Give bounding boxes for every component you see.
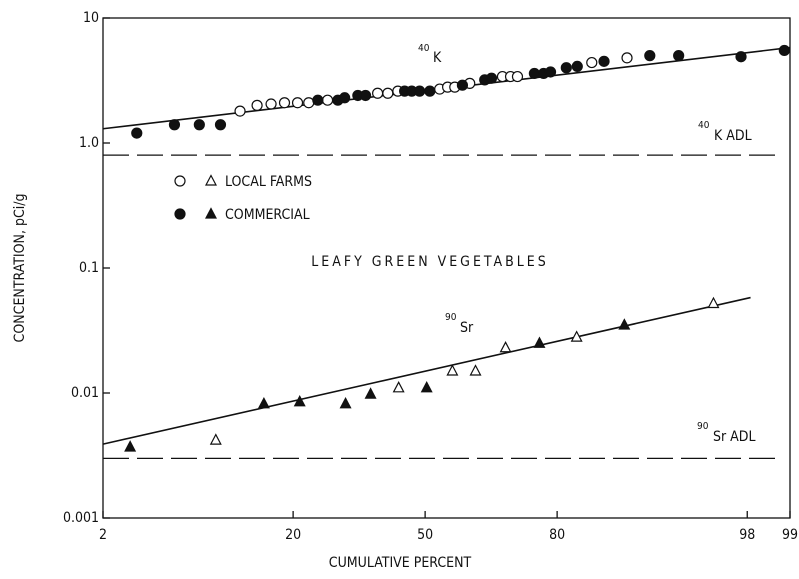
annotation: Sr	[460, 320, 474, 336]
k-point	[251, 99, 263, 111]
fit-line	[102, 296, 751, 445]
k-point	[560, 62, 572, 74]
sr-point	[499, 340, 512, 353]
k-point	[544, 66, 557, 78]
k-point	[193, 119, 205, 131]
x-tick-label: 98	[739, 527, 755, 543]
annotation: K	[433, 50, 442, 66]
legend-circle	[174, 175, 186, 187]
k-point	[586, 56, 598, 69]
legend-triangle	[205, 207, 217, 219]
k-point	[168, 119, 181, 131]
sr-point	[209, 433, 222, 445]
x-tick-label: 50	[417, 527, 433, 543]
annotation: 90	[445, 312, 457, 323]
k-point	[321, 94, 334, 106]
y-axis-label: CONCENTRATION, pCi/g	[12, 194, 28, 343]
sr-point	[293, 395, 306, 407]
annotation: Sr ADL	[713, 429, 756, 445]
k-point	[278, 97, 291, 109]
k-point	[621, 52, 633, 64]
k-point	[359, 89, 372, 102]
k-point	[339, 92, 351, 104]
k-point	[372, 87, 384, 99]
y-tick-label: 10	[83, 10, 99, 26]
k-point	[673, 50, 685, 62]
k-point	[511, 70, 524, 83]
legend-label: LOCAL FARMS	[225, 174, 312, 190]
sr-point	[707, 296, 720, 309]
k-point	[234, 105, 246, 117]
sr-point	[124, 440, 137, 452]
x-tick-label: 20	[285, 527, 301, 543]
k-point	[644, 50, 656, 62]
y-tick-label: 0.001	[63, 510, 99, 526]
sr-point	[618, 318, 631, 330]
sr-point	[257, 396, 270, 409]
sr-point	[533, 336, 546, 348]
k-point	[214, 119, 227, 131]
k-point	[414, 85, 426, 97]
x-tick-label: 80	[549, 527, 565, 543]
k-point	[778, 44, 790, 57]
k-point	[598, 55, 610, 67]
k-point	[571, 60, 583, 73]
k-point	[265, 98, 277, 110]
sr-point	[420, 381, 433, 393]
sr-point	[392, 381, 405, 393]
k-point	[456, 79, 469, 91]
annotation: LEAFY GREEN VEGETABLES	[311, 254, 548, 270]
legend-triangle	[205, 174, 217, 186]
k-point	[131, 127, 143, 139]
sr-point	[570, 330, 583, 342]
sr-point	[446, 364, 459, 376]
annotation: 90	[697, 421, 709, 432]
k-point	[382, 87, 394, 99]
y-tick-label: 1.0	[79, 135, 99, 151]
legend-label: COMMERCIAL	[225, 207, 310, 223]
annotation: 40	[698, 120, 710, 131]
k-point	[312, 94, 324, 106]
y-tick-label: 0.01	[71, 385, 99, 401]
x-axis-label: CUMULATIVE PERCENT	[329, 555, 472, 571]
annotation: 40	[418, 43, 430, 54]
k-point	[303, 97, 315, 109]
k-point	[424, 85, 436, 97]
sr-point	[364, 387, 377, 399]
sr-point	[339, 396, 352, 409]
x-tick-label: 99	[782, 527, 798, 543]
x-tick-label: 2	[99, 527, 107, 543]
y-tick-label: 0.1	[79, 260, 99, 276]
k-point	[291, 97, 304, 109]
k-point	[485, 72, 498, 84]
annotation: K ADL	[714, 128, 752, 144]
k-point	[735, 51, 747, 63]
k-point	[528, 67, 540, 80]
legend-circle	[174, 208, 186, 220]
sr-point	[469, 364, 482, 376]
